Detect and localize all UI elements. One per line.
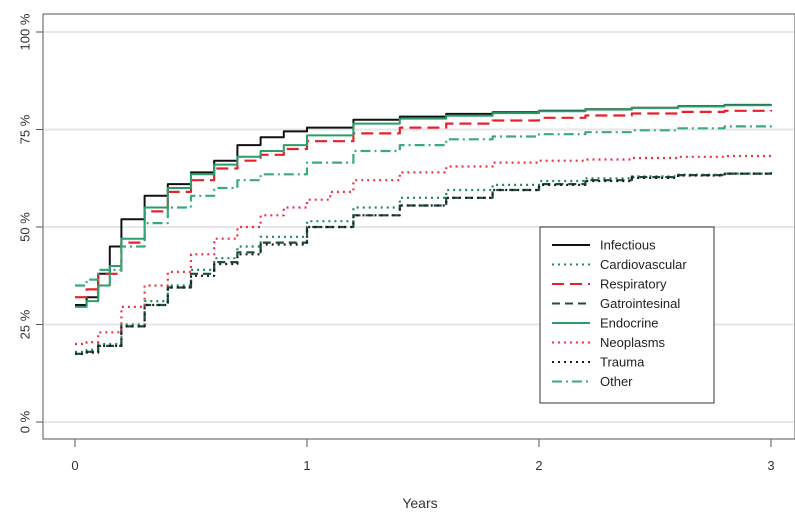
x-axis: 0 1 2 3: [71, 439, 775, 473]
legend-label-respiratory: Respiratory: [600, 277, 667, 292]
legend-label-cardiovascular: Cardiovascular: [600, 257, 687, 272]
x-axis-title: Years: [402, 495, 437, 511]
x-tick-label-0: 0: [71, 458, 78, 473]
series-lines: [75, 103, 773, 355]
y-tick-label-0: 0 %: [17, 410, 32, 433]
legend-label-trauma: Trauma: [600, 355, 645, 370]
y-tick-label-4: 100 %: [17, 13, 32, 50]
legend-label-endocrine: Endocrine: [600, 316, 659, 331]
series-line-gatrointesinal: [75, 172, 773, 355]
y-tick-label-2: 50 %: [17, 212, 32, 242]
x-tick-label-1: 1: [303, 458, 310, 473]
series-line-other: [75, 124, 773, 287]
x-tick-label-3: 3: [767, 458, 774, 473]
series-line-respiratory: [75, 109, 773, 299]
y-tick-label-1: 25 %: [17, 309, 32, 339]
legend: Infectious Cardiovascular Respiratory Gatro…: [539, 226, 715, 404]
legend-label-other: Other: [600, 374, 633, 389]
legend-label-gatrointesinal: Gatrointesinal: [600, 296, 680, 311]
x-tick-label-2: 2: [535, 458, 542, 473]
y-axis: 0 % 25 % 50 % 75 % 100 %: [17, 13, 43, 433]
y-tick-label-3: 75 %: [17, 114, 32, 144]
legend-box: [539, 226, 715, 404]
legend-label-infectious: Infectious: [600, 238, 656, 253]
legend-label-neoplasms: Neoplasms: [600, 335, 666, 350]
